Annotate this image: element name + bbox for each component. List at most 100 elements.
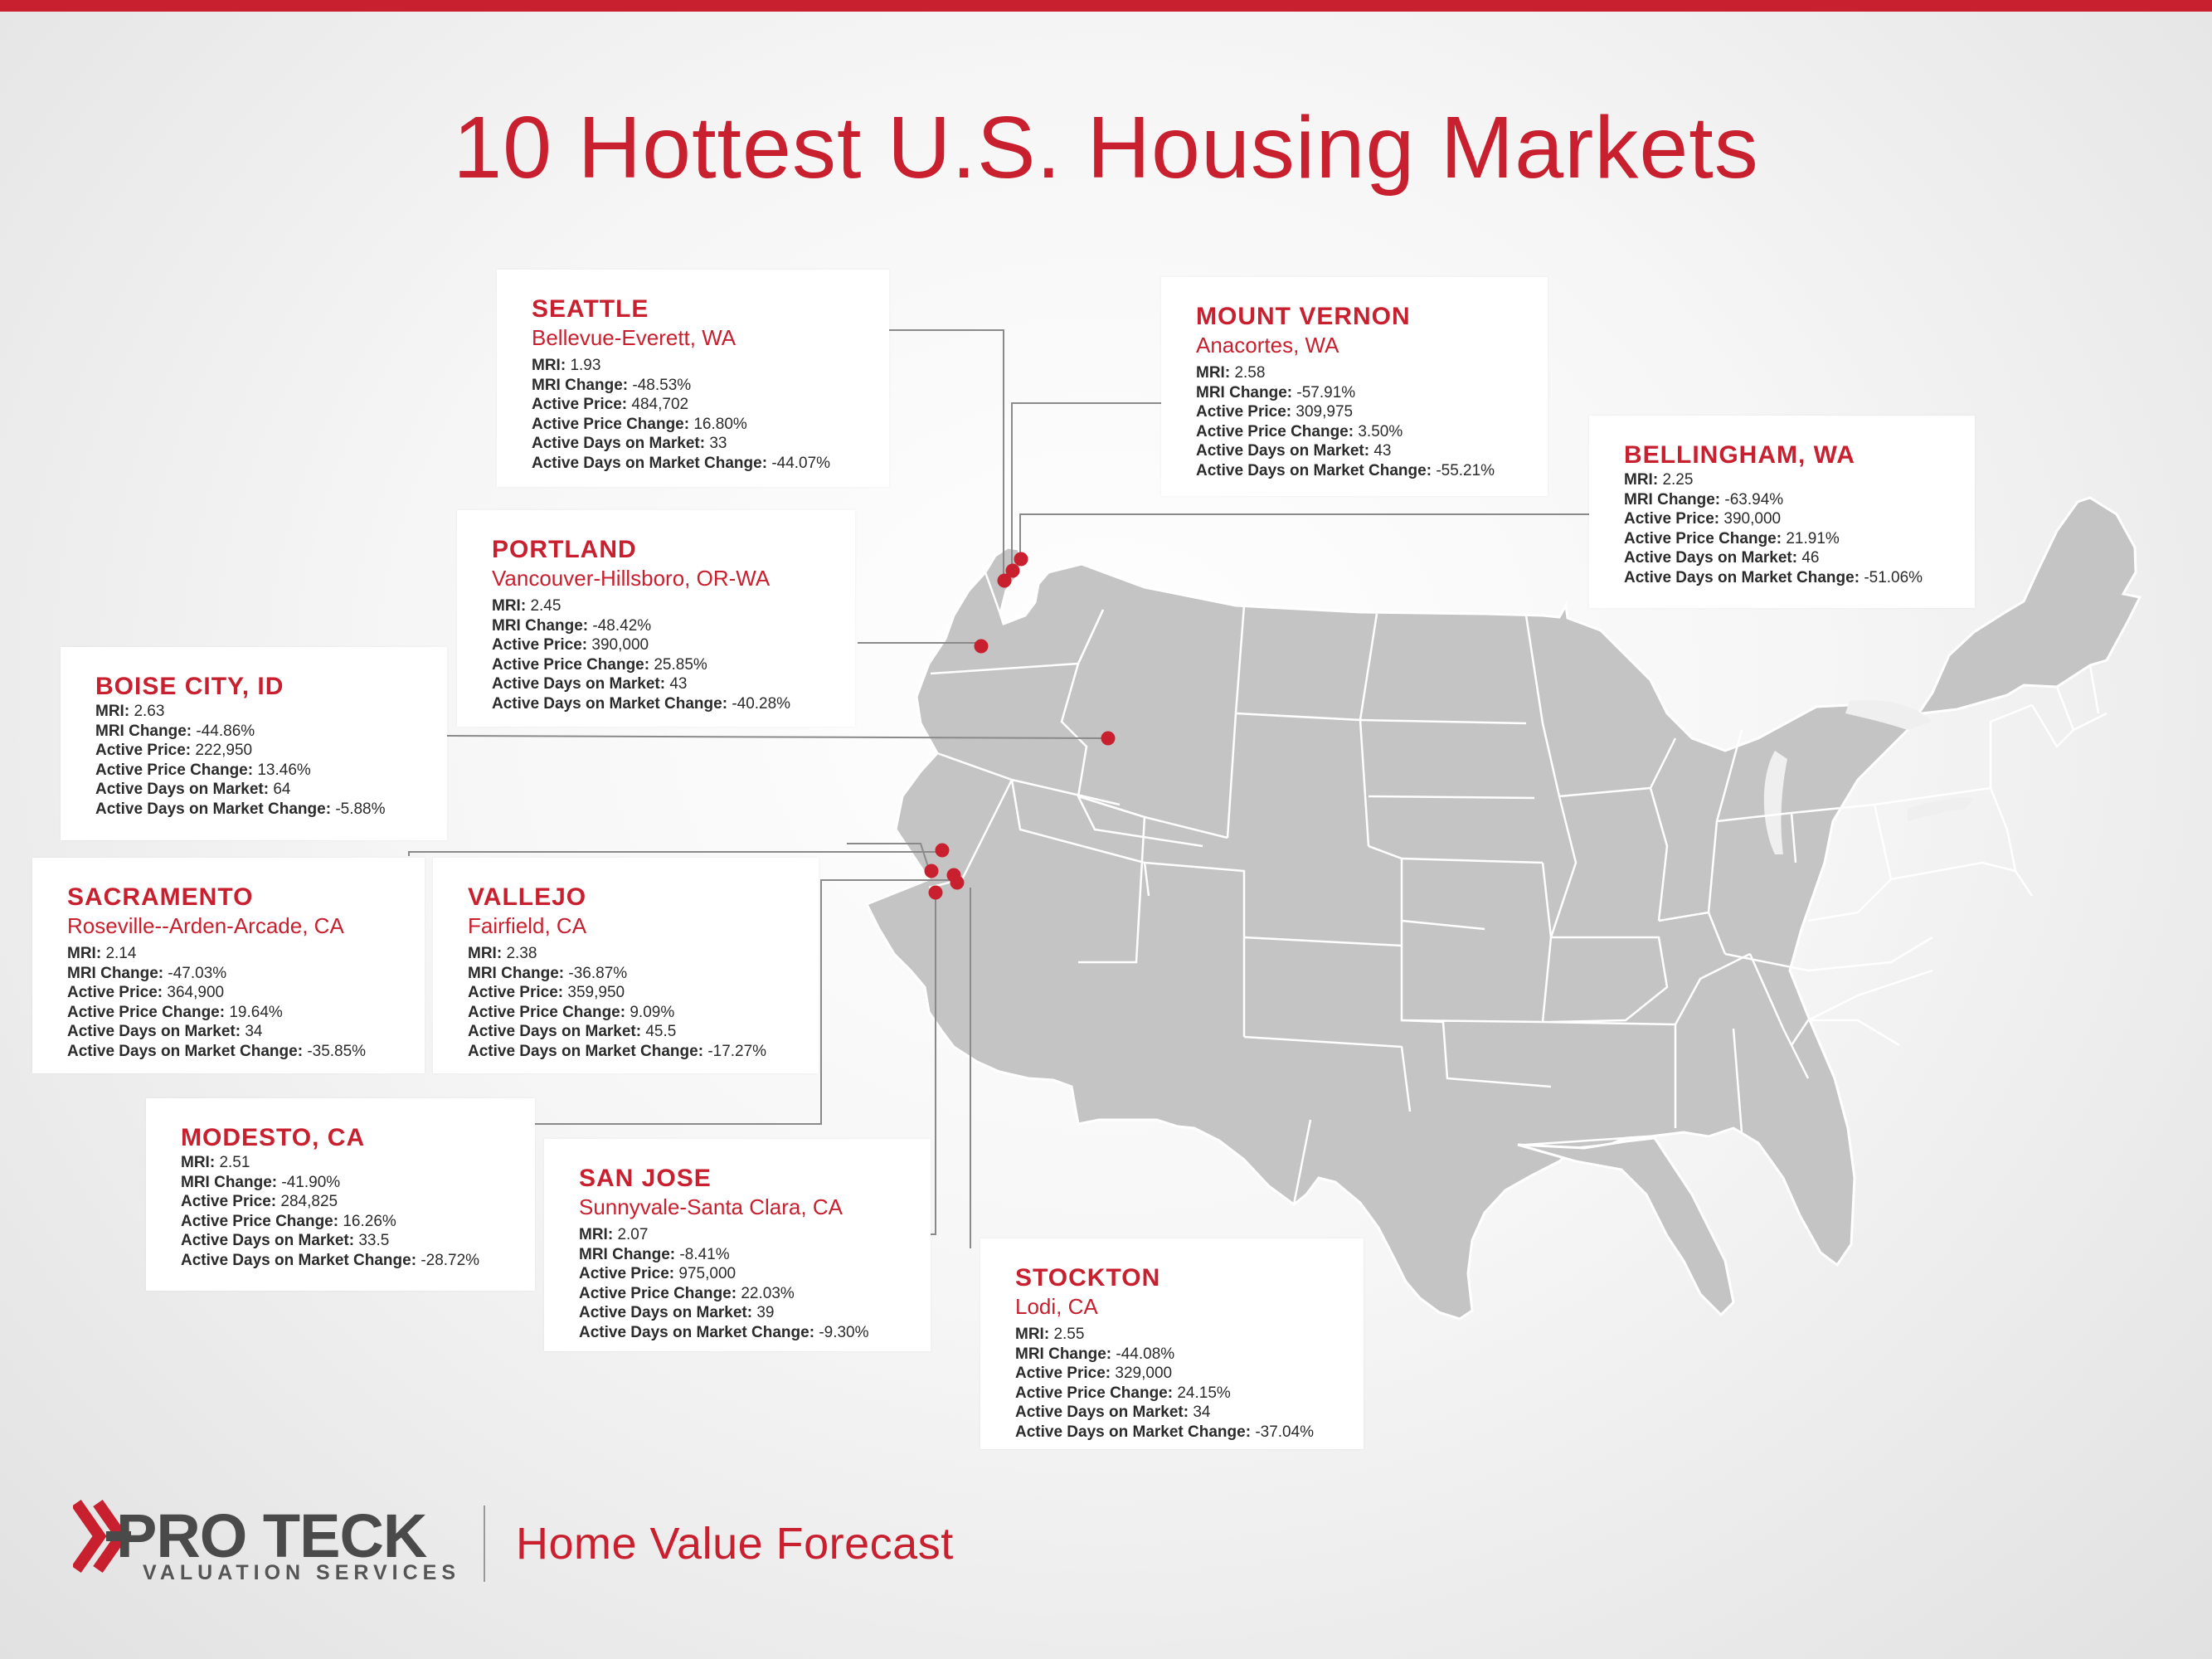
stat-mri-change: MRI Change: -44.08%	[1015, 1345, 1175, 1363]
card-subtitle: Bellevue-Everett, WA	[532, 325, 737, 350]
card-city: MODESTO, CA	[181, 1124, 366, 1151]
stat-mri: MRI: 2.07	[579, 1226, 649, 1243]
stat-active-price: Active Price: 484,702	[532, 396, 689, 414]
us-landmass	[864, 496, 2142, 1321]
stat-mri: MRI: 2.25	[1624, 471, 1694, 489]
stat-days: Active Days on Market: 39	[579, 1304, 775, 1322]
stat-active-price-change: Active Price Change: 19.64%	[67, 1003, 283, 1021]
dot-sacramento	[935, 843, 950, 858]
stat-active-price-change: Active Price Change: 9.09%	[468, 1003, 675, 1021]
stat-active-price-change: Active Price Change: 22.03%	[579, 1284, 795, 1302]
stat-mri: MRI: 2.58	[1196, 364, 1266, 382]
stat-active-price-change: Active Price Change: 25.85%	[492, 655, 707, 674]
dot-bellingham	[1014, 552, 1028, 567]
card-seattle: SEATTLE Bellevue-Everett, WA MRI: 1.93 M…	[497, 270, 889, 487]
card-bellingham: BELLINGHAM, WA MRI: 2.25 MRI Change: -63…	[1589, 416, 1975, 608]
stat-days: Active Days on Market: 34	[1015, 1404, 1211, 1422]
card-subtitle: Anacortes, WA	[1196, 333, 1339, 358]
stat-days-change: Active Days on Market Change: -35.85%	[67, 1042, 367, 1060]
stat-active-price: Active Price: 390,000	[492, 636, 649, 654]
card-subtitle: Roseville--Arden-Arcade, CA	[67, 913, 344, 938]
stat-mri-change: MRI Change: -48.42%	[492, 616, 652, 635]
dot-portland	[974, 639, 989, 654]
card-city: SACRAMENTO	[67, 883, 254, 911]
stat-active-price-change: Active Price Change: 21.91%	[1624, 529, 1840, 547]
stat-days: Active Days on Market: 45.5	[468, 1023, 677, 1041]
dot-mount-vernon	[1005, 563, 1020, 578]
card-city: SEATTLE	[532, 295, 649, 323]
stat-active-price-change: Active Price Change: 16.80%	[532, 415, 747, 433]
stat-mri-change: MRI Change: -41.90%	[181, 1173, 341, 1191]
stat-days-change: Active Days on Market Change: -55.21%	[1196, 461, 1495, 479]
stat-days: Active Days on Market: 33.5	[181, 1232, 390, 1250]
stat-active-price: Active Price: 364,900	[67, 984, 225, 1002]
dot-boise	[1101, 731, 1116, 746]
card-portland: PORTLAND Vancouver-Hillsboro, OR-WA MRI:…	[457, 510, 855, 727]
stat-active-price-change: Active Price Change: 13.46%	[95, 761, 311, 779]
stat-days-change: Active Days on Market Change: -37.04%	[1015, 1423, 1315, 1441]
stat-active-price-change: Active Price Change: 3.50%	[1196, 422, 1403, 440]
stat-mri-change: MRI Change: -44.86%	[95, 722, 255, 740]
stat-days: Active Days on Market: 43	[492, 675, 688, 693]
card-city: SAN JOSE	[579, 1165, 712, 1192]
stat-mri-change: MRI Change: -8.41%	[579, 1245, 730, 1263]
stat-mri: MRI: 2.55	[1015, 1326, 1085, 1343]
stat-active-price: Active Price: 284,825	[181, 1193, 338, 1211]
stat-days-change: Active Days on Market Change: -40.28%	[492, 694, 791, 713]
card-subtitle: Vancouver-Hillsboro, OR-WA	[492, 566, 771, 591]
stat-active-price: Active Price: 329,000	[1015, 1365, 1173, 1383]
market-dots	[924, 552, 1116, 900]
stat-active-price-change: Active Price Change: 16.26%	[181, 1212, 396, 1230]
stat-mri-change: MRI Change: -63.94%	[1624, 490, 1784, 508]
stat-active-price: Active Price: 975,000	[579, 1265, 737, 1283]
proteck-logo-icon	[73, 1500, 131, 1573]
stat-active-price: Active Price: 359,950	[468, 984, 625, 1002]
card-subtitle: Fairfield, CA	[468, 913, 587, 938]
brand-subtitle: VALUATION SERVICES	[143, 1561, 461, 1584]
card-stockton: STOCKTON Lodi, CA MRI: 2.55 MRI Change: …	[980, 1238, 1364, 1449]
card-city: BOISE CITY, ID	[95, 673, 284, 700]
stat-days: Active Days on Market: 46	[1624, 549, 1820, 567]
stat-days-change: Active Days on Market Change: -9.30%	[579, 1323, 869, 1341]
stat-days: Active Days on Market: 34	[67, 1023, 263, 1041]
stat-active-price: Active Price: 390,000	[1624, 510, 1782, 528]
page-title: 10 Hottest U.S. Housing Markets	[453, 99, 1759, 197]
stat-mri-change: MRI Change: -57.91%	[1196, 383, 1356, 401]
brand-name: PRO TECK	[116, 1501, 427, 1570]
card-subtitle: Lodi, CA	[1015, 1294, 1098, 1319]
card-mount-vernon: MOUNT VERNON Anacortes, WA MRI: 2.58 MRI…	[1161, 277, 1548, 496]
footer-divider	[484, 1506, 485, 1582]
stat-mri: MRI: 2.45	[492, 597, 562, 615]
stat-days: Active Days on Market: 33	[532, 435, 727, 453]
stat-days-change: Active Days on Market Change: -44.07%	[532, 454, 831, 472]
dot-seattle	[997, 573, 1012, 588]
stat-days: Active Days on Market: 43	[1196, 442, 1392, 460]
card-subtitle: Sunnyvale-Santa Clara, CA	[579, 1194, 843, 1219]
top-accent-bar	[0, 0, 2212, 12]
stat-active-price-change: Active Price Change: 24.15%	[1015, 1384, 1231, 1402]
card-city: MOUNT VERNON	[1196, 303, 1411, 330]
dot-san-jose	[928, 885, 943, 900]
stat-mri: MRI: 1.93	[532, 357, 601, 374]
connector-lines	[408, 329, 1589, 1248]
stat-mri: MRI: 2.63	[95, 703, 165, 720]
home-value-forecast: Home Value Forecast	[516, 1519, 954, 1569]
stat-mri-change: MRI Change: -36.87%	[468, 964, 628, 982]
dot-modesto	[950, 875, 965, 890]
stat-mri: MRI: 2.14	[67, 945, 137, 962]
card-sacramento: SACRAMENTO Roseville--Arden-Arcade, CA M…	[32, 858, 425, 1073]
card-city: BELLINGHAM, WA	[1624, 441, 1855, 469]
card-city: VALLEJO	[468, 883, 587, 911]
card-san-jose: SAN JOSE Sunnyvale-Santa Clara, CA MRI: …	[544, 1139, 931, 1351]
great-lakes	[1763, 699, 1974, 854]
stat-mri: MRI: 2.51	[181, 1154, 250, 1171]
stat-active-price: Active Price: 222,950	[95, 742, 253, 760]
stat-mri-change: MRI Change: -48.53%	[532, 376, 692, 394]
card-city: STOCKTON	[1015, 1264, 1161, 1292]
dot-vallejo	[924, 864, 939, 878]
stat-days: Active Days on Market: 64	[95, 781, 291, 799]
stat-active-price: Active Price: 309,975	[1196, 403, 1354, 421]
card-city: PORTLAND	[492, 536, 637, 563]
stat-days-change: Active Days on Market Change: -5.88%	[95, 800, 386, 818]
